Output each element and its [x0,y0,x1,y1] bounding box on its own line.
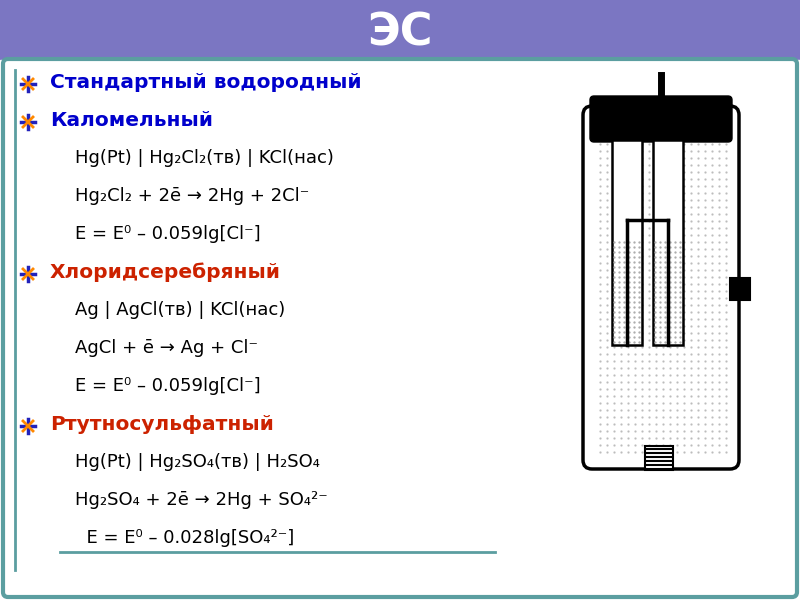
Bar [730,278,750,300]
Bar [645,446,673,470]
Text: Хлоридсеребряный: Хлоридсеребряный [50,262,281,282]
Text: E = E⁰ – 0.059lg[Cl⁻]: E = E⁰ – 0.059lg[Cl⁻] [75,225,261,243]
Text: E = E⁰ – 0.028lg[SO₄²⁻]: E = E⁰ – 0.028lg[SO₄²⁻] [75,529,294,547]
Text: Hg(Pt) | Hg₂Cl₂(тв) | KCl(нас): Hg(Pt) | Hg₂Cl₂(тв) | KCl(нас) [75,149,334,167]
Text: E = E⁰ – 0.059lg[Cl⁻]: E = E⁰ – 0.059lg[Cl⁻] [75,377,261,395]
Text: Стандартный водородный: Стандартный водородный [50,73,362,91]
Bar [653,140,683,345]
Text: ЭС: ЭС [367,11,433,55]
Text: Каломельный: Каломельный [50,110,213,130]
Text: Ag | AgCl(тв) | KCl(нас): Ag | AgCl(тв) | KCl(нас) [75,301,286,319]
Bar [612,140,642,345]
Text: Ртутносульфатный: Ртутносульфатный [50,415,274,433]
FancyBboxPatch shape [590,96,732,142]
Text: Hg(Pt) | Hg₂SO₄(тв) | H₂SO₄: Hg(Pt) | Hg₂SO₄(тв) | H₂SO₄ [75,453,320,471]
Bar [0,0,800,60]
Text: Hg₂Cl₂ + 2ē → 2Hg + 2Cl⁻: Hg₂Cl₂ + 2ē → 2Hg + 2Cl⁻ [75,187,310,205]
Text: Hg₂SO₄ + 2ē → 2Hg + SO₄²⁻: Hg₂SO₄ + 2ē → 2Hg + SO₄²⁻ [75,491,328,509]
Text: AgCl + ē → Ag + Cl⁻: AgCl + ē → Ag + Cl⁻ [75,339,258,357]
